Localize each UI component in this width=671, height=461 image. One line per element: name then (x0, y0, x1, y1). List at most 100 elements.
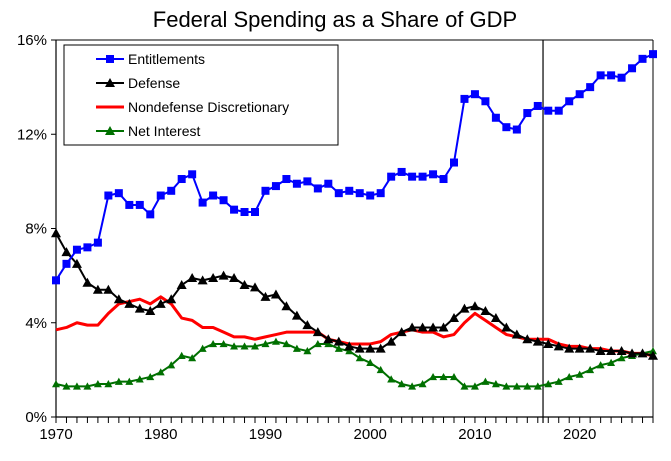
net-interest-point (198, 344, 207, 352)
axes: 0% 4% 8% 12% 16% 1970 1980 1990 2000 2010 2020 (17, 32, 654, 443)
net-interest-point (450, 372, 458, 381)
legend-label-nondefense-discretionary: Nondefense Discretionary (128, 99, 289, 115)
entitlements-point (282, 175, 291, 184)
net-interest-point (62, 382, 71, 390)
entitlements-point (366, 191, 375, 200)
net-interest-point (481, 377, 490, 385)
chart-title: Federal Spending as a Share of GDP (153, 7, 517, 32)
defense-point (501, 322, 512, 332)
defense-point (113, 294, 124, 304)
defense-point (229, 272, 240, 282)
entitlements-point (240, 208, 249, 217)
net-interest-point (387, 375, 396, 383)
entitlements-point (617, 73, 626, 82)
net-interest-point (523, 382, 532, 390)
defense-point (637, 348, 648, 358)
net-interest-point (156, 368, 165, 376)
defense-point (218, 270, 229, 280)
entitlements-point (628, 64, 637, 73)
defense-point (407, 322, 418, 332)
net-interest-point (251, 342, 259, 350)
defense-point (166, 294, 177, 304)
y-tick-label: 4% (25, 315, 47, 332)
net-interest-point (271, 337, 280, 345)
entitlements-point (261, 186, 270, 195)
entitlements-point (62, 259, 71, 268)
defense-point (511, 329, 522, 339)
legend-label-defense: Defense (128, 75, 180, 91)
entitlements-point (334, 189, 343, 198)
defense-point (260, 291, 271, 301)
net-interest-point (188, 354, 197, 362)
entitlements-point (125, 200, 134, 209)
entitlements-point (460, 94, 469, 103)
defense-point (522, 334, 533, 344)
entitlements-point (554, 106, 563, 115)
entitlements-point (209, 191, 218, 200)
defense-point (553, 341, 564, 351)
net-interest-point (460, 382, 469, 390)
defense-point (291, 310, 302, 320)
entitlements-point (114, 189, 123, 198)
net-interest-point (52, 380, 60, 388)
entitlements-point (397, 167, 406, 176)
entitlements-point (649, 50, 657, 59)
entitlements-point (167, 186, 176, 195)
net-interest-point (345, 347, 354, 355)
entitlements-point (177, 175, 186, 184)
defense-point (208, 272, 219, 282)
x-tick-label: 2020 (563, 426, 596, 443)
y-tick-label: 8% (25, 221, 47, 238)
defense-point (354, 343, 365, 353)
x-tick-label: 1970 (39, 426, 72, 443)
defense-point (574, 343, 585, 353)
entitlements-point (638, 54, 647, 63)
entitlements-point (575, 90, 584, 99)
net-interest-point (366, 358, 375, 367)
entitlements-point (512, 125, 521, 134)
y-tick-label: 12% (17, 126, 47, 143)
defense-point (250, 282, 260, 292)
net-interest-point (93, 380, 102, 388)
entitlements-point (188, 170, 197, 179)
defense-point (365, 343, 376, 353)
defense-point (134, 303, 145, 313)
net-interest-point (125, 377, 134, 385)
defense-point (124, 298, 135, 308)
entitlements-point (607, 71, 616, 80)
x-tick-label: 2010 (458, 426, 491, 443)
entitlements-point (586, 83, 595, 92)
entitlements-point (376, 189, 385, 198)
defense-point (459, 303, 470, 313)
entitlements-point (83, 243, 92, 252)
defense-point (281, 301, 292, 311)
defense-point (417, 322, 428, 332)
defense-point (270, 289, 281, 299)
entitlements-point (418, 172, 427, 181)
defense-point (197, 275, 208, 285)
entitlements-point (565, 97, 574, 106)
net-interest-point (533, 382, 542, 390)
x-tick-label: 2000 (354, 426, 387, 443)
defense-point (532, 336, 543, 346)
entitlements-point (219, 196, 228, 205)
entitlements-point (596, 71, 605, 80)
net-interest-point (114, 377, 123, 385)
defense-point (438, 322, 449, 332)
entitlements-point (324, 179, 333, 188)
defense-point (155, 298, 166, 308)
entitlements-point (387, 172, 396, 181)
entitlements-point (292, 179, 301, 188)
entitlements-point (52, 276, 60, 285)
defense-point (386, 336, 397, 346)
net-interest-point (439, 372, 448, 381)
net-interest-point (617, 354, 626, 362)
defense-point (51, 228, 61, 238)
entitlements-point (470, 90, 479, 99)
net-interest-point (502, 382, 511, 390)
defense-point (187, 272, 198, 282)
x-tick-label: 1980 (144, 426, 177, 443)
defense-point (616, 346, 627, 356)
defense-point (585, 343, 596, 353)
legend-marker-entitlements (106, 55, 114, 63)
